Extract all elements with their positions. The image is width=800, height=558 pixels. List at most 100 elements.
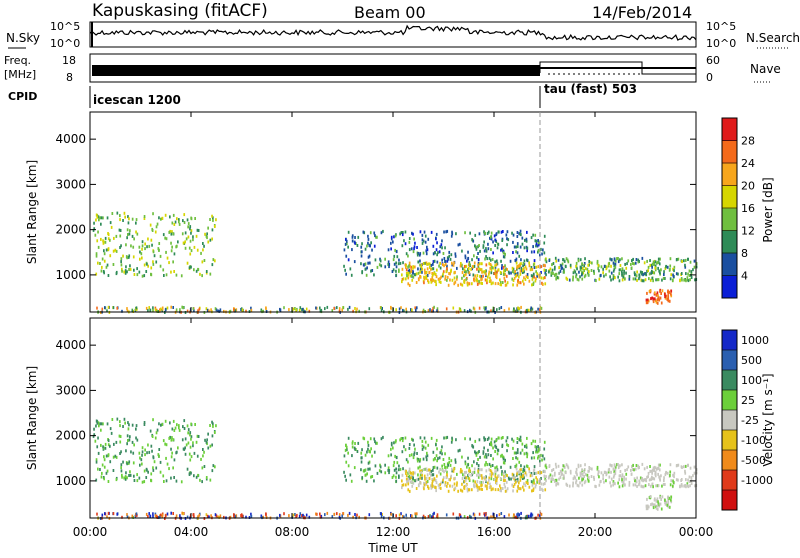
- power-cell: [127, 233, 129, 236]
- velocity-cell: [157, 453, 160, 457]
- velocity-cell: [396, 461, 399, 465]
- power-cell: [373, 244, 376, 248]
- velocity-cell: [176, 423, 178, 427]
- power-cell: [650, 263, 653, 267]
- velocity-cell: [512, 485, 515, 488]
- velocity-cell: [631, 465, 633, 469]
- power-cell: [144, 242, 146, 246]
- power-cell: [658, 262, 661, 266]
- x-tick-label: 16:00: [477, 525, 512, 539]
- power-cell: [518, 307, 520, 311]
- power-cell: [395, 273, 398, 277]
- velocity-colorbar-swatch: [722, 330, 737, 351]
- power-cell: [565, 265, 567, 269]
- velocity-cell: [484, 463, 486, 467]
- power-cell: [660, 301, 663, 305]
- power-cell: [553, 267, 556, 271]
- velocity-cell: [535, 476, 537, 480]
- power-cell: [529, 268, 532, 272]
- velocity-cell: [467, 456, 469, 460]
- power-cell: [204, 232, 206, 236]
- velocity-cell: [503, 474, 505, 478]
- velocity-cell: [628, 481, 631, 484]
- power-cell: [680, 277, 683, 280]
- velocity-cell: [517, 484, 519, 488]
- velocity-cell: [554, 462, 557, 466]
- power-cell: [650, 271, 653, 275]
- velocity-cell: [320, 514, 323, 518]
- power-cell: [638, 277, 640, 281]
- power-cell: [119, 229, 122, 232]
- power-cell: [449, 272, 451, 276]
- velocity-cell: [400, 437, 403, 440]
- power-cell: [456, 277, 458, 281]
- velocity-cell: [672, 473, 674, 477]
- power-cell: [656, 301, 659, 305]
- power-cell: [407, 282, 410, 286]
- power-cell: [638, 275, 641, 279]
- power-cell: [439, 266, 442, 270]
- power-cell: [122, 219, 124, 222]
- velocity-cell: [347, 451, 349, 455]
- power-cell: [502, 230, 504, 233]
- velocity-cell: [516, 472, 518, 476]
- power-cell: [182, 219, 184, 223]
- power-cell: [217, 309, 219, 313]
- power-cell: [460, 262, 462, 265]
- power-cell: [656, 291, 659, 295]
- velocity-cell: [496, 468, 499, 472]
- velocity-cell: [490, 515, 492, 519]
- velocity-cell: [587, 477, 589, 481]
- velocity-cell: [456, 472, 458, 476]
- power-cell: [497, 282, 500, 286]
- power-cell: [106, 216, 109, 220]
- power-cell: [511, 277, 514, 281]
- velocity-cell: [292, 513, 295, 517]
- power-cell: [478, 281, 481, 285]
- power-cell: [690, 276, 693, 279]
- power-cell: [609, 257, 611, 261]
- power-cell: [487, 242, 489, 246]
- power-cell: [373, 273, 375, 277]
- velocity-cell: [96, 512, 98, 516]
- velocity-cell: [489, 464, 492, 468]
- x-tick-label: 04:00: [174, 525, 209, 539]
- velocity-cell: [602, 473, 604, 477]
- power-cell: [516, 283, 519, 287]
- velocity-cell: [642, 479, 644, 483]
- velocity-cell: [515, 463, 518, 467]
- power-cell: [489, 266, 492, 270]
- velocity-cell: [494, 450, 496, 453]
- velocity-cell: [442, 458, 445, 461]
- velocity-cell: [390, 443, 393, 447]
- power-cell: [214, 259, 216, 263]
- power-cell: [143, 263, 146, 267]
- power-cell: [575, 261, 578, 265]
- velocity-cell: [500, 436, 503, 440]
- power-cell: [439, 261, 441, 265]
- velocity-cell: [164, 514, 167, 518]
- power-cell: [430, 230, 433, 234]
- power-cell: [381, 307, 383, 310]
- power-cell: [523, 276, 525, 280]
- power-cell: [497, 242, 500, 246]
- velocity-cell: [468, 467, 471, 471]
- velocity-cell: [543, 440, 546, 444]
- power-cell: [522, 268, 524, 272]
- velocity-cell: [432, 515, 434, 519]
- velocity-cell: [348, 511, 351, 515]
- velocity-cell: [686, 482, 689, 486]
- velocity-colorbar-swatch: [722, 450, 737, 471]
- power-cell: [384, 265, 387, 269]
- power-cell: [559, 263, 562, 267]
- velocity-cell: [568, 484, 571, 488]
- velocity-cell: [533, 481, 535, 485]
- power-cell: [541, 281, 543, 285]
- power-cell: [660, 292, 662, 295]
- velocity-cell: [434, 457, 436, 461]
- velocity-cell: [447, 463, 450, 467]
- power-cell: [467, 267, 470, 270]
- velocity-cell: [588, 466, 591, 469]
- velocity-cell: [107, 439, 110, 443]
